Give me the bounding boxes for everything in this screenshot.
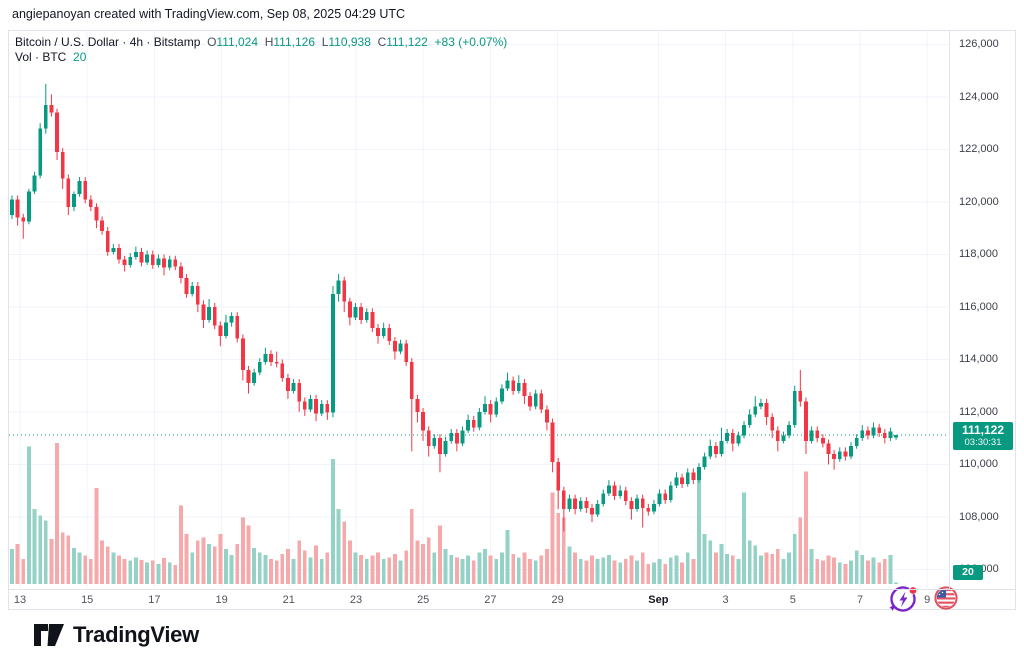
price-scale-label: 108,000 — [959, 510, 999, 523]
last-price-badge: 111,122 03:30:31 — [953, 422, 1013, 450]
time-scale-label: 13 — [13, 594, 27, 606]
last-price-value: 111,122 — [961, 423, 1005, 437]
time-scale-label: 29 — [551, 594, 564, 606]
price-scale-label: 120,000 — [959, 195, 999, 208]
price-scale-label: 122,000 — [959, 143, 999, 156]
time-scale-label: 15 — [81, 594, 94, 606]
ohlc-h-label: H — [264, 35, 274, 49]
last-volume-badge: 20 — [953, 565, 983, 580]
ohlc-o-value: 111,024 — [216, 35, 259, 49]
volume-study-label: Vol · BTC — [15, 50, 67, 64]
time-scale-label: Sep — [648, 594, 669, 606]
price-scale-label: 116,000 — [959, 300, 998, 313]
us-flag-icon[interactable] — [933, 585, 959, 611]
ohlc-o-label: O — [207, 35, 217, 49]
ohlc-c-label: C — [377, 35, 387, 49]
time-scale-label: 9 — [924, 594, 931, 606]
price-scale-label: 112,000 — [959, 405, 998, 418]
bar-countdown: 03:30:31 — [964, 437, 1002, 448]
price-scale-label: 126,000 — [959, 38, 999, 51]
change-value: +83 (+0.07%) — [434, 35, 508, 49]
price-scale-label: 124,000 — [959, 90, 999, 103]
time-scale[interactable]: 13 15 17 19 21 23 25 27 29 Sep 3 5 7 9 — [9, 589, 1015, 610]
time-scale-label: 3 — [722, 594, 729, 606]
time-scale-label: 25 — [417, 594, 430, 606]
time-scale-label: 5 — [789, 594, 796, 606]
tradingview-logo-mark — [34, 624, 64, 646]
attribution-text: angiepanoyan created with TradingView.co… — [12, 7, 406, 21]
volume-series — [10, 443, 898, 584]
time-scale-label: 7 — [856, 594, 864, 606]
legend-volume-row[interactable]: Vol · BTC 20 — [15, 50, 507, 65]
time-scale-label: 21 — [282, 594, 295, 606]
legend-symbol-row[interactable]: Bitcoin / U.S. Dollar · 4h · Bitstamp O1… — [15, 35, 507, 50]
chart-canvas[interactable]: Bitcoin / U.S. Dollar · 4h · Bitstamp O1… — [9, 31, 958, 612]
boost-icon-art — [889, 586, 917, 612]
ohlc-c-value: 111,122 — [386, 35, 428, 49]
time-scale-label: 27 — [484, 594, 497, 606]
time-scale-label: 19 — [215, 594, 228, 606]
us-flag-icon-art — [934, 586, 958, 610]
price-scale-label: 114,000 — [959, 353, 998, 366]
ohlc-h-value: 111,126 — [273, 35, 315, 49]
tradingview-logo-text: TradingView — [73, 622, 199, 647]
time-scale-label: 17 — [148, 594, 161, 606]
candlestick-volume-chart — [9, 31, 949, 589]
ohlc-l-value: 110,938 — [328, 35, 371, 49]
price-scale-label: 118,000 — [959, 248, 998, 261]
chart-legend[interactable]: Bitcoin / U.S. Dollar · 4h · Bitstamp O1… — [15, 35, 507, 65]
price-scale-label: 110,000 — [959, 458, 998, 471]
volume-study-value: 20 — [73, 50, 87, 64]
symbol-title[interactable]: Bitcoin / U.S. Dollar · 4h · Bitstamp — [15, 35, 201, 49]
ohlc-l-label: L — [321, 35, 329, 49]
chart-widget: Bitcoin / U.S. Dollar · 4h · Bitstamp O1… — [8, 30, 1016, 612]
candlestick-series — [10, 83, 898, 532]
tradingview-logo[interactable]: TradingView — [34, 621, 199, 649]
boost-icon[interactable] — [886, 582, 919, 615]
price-scale[interactable]: 126,000 124,000 122,000 120,000 118,000 116,0… — [949, 31, 1016, 589]
time-scale-label: 23 — [349, 594, 363, 606]
